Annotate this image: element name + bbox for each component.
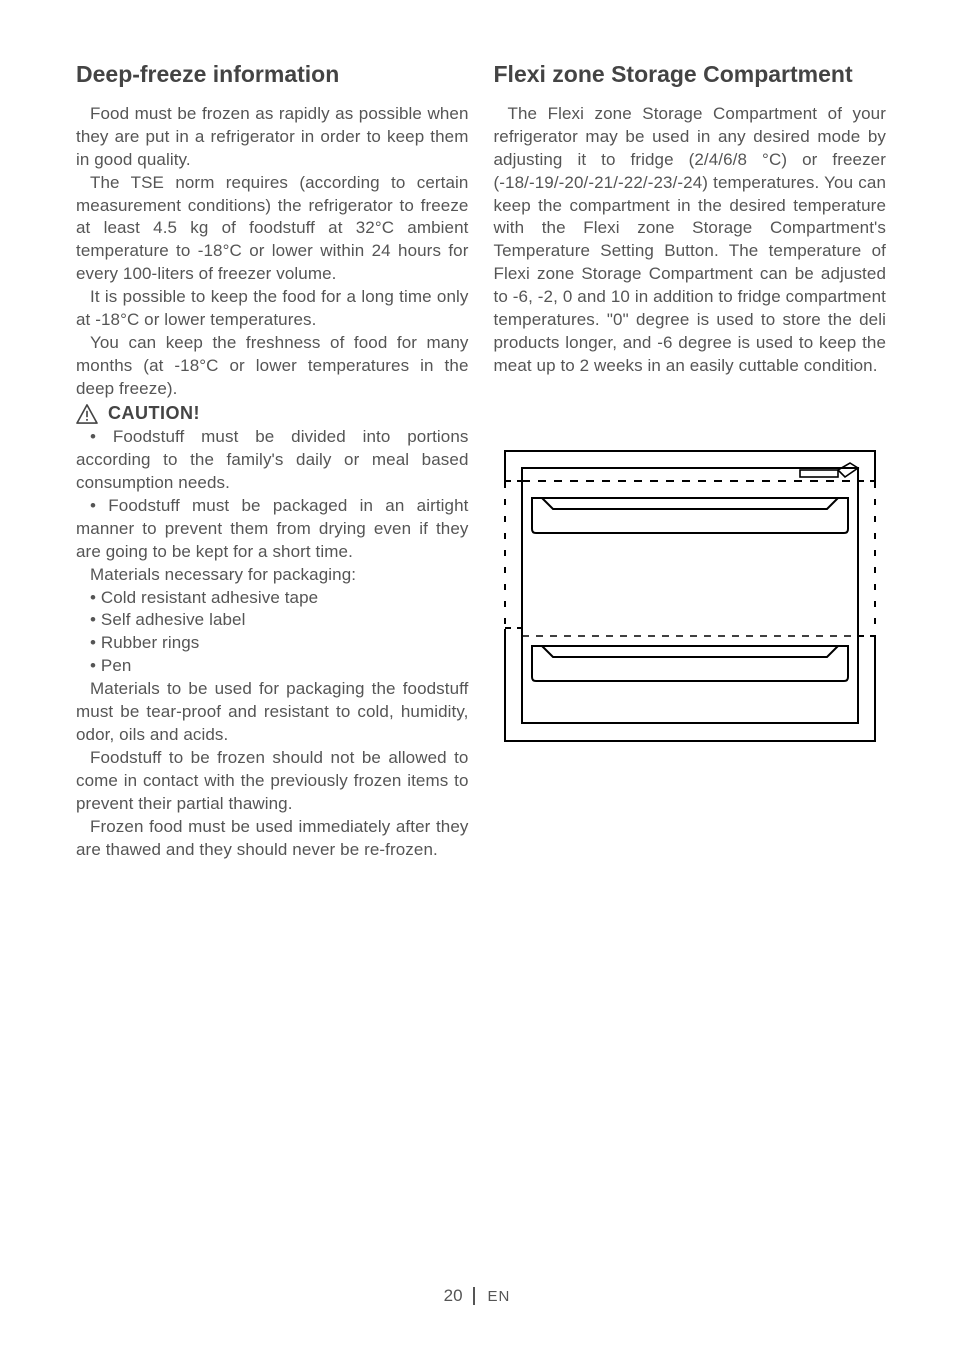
bullet-item: • Cold resistant adhesive tape: [76, 587, 469, 610]
heading-deep-freeze: Deep-freeze information: [76, 60, 469, 89]
paragraph: Materials necessary for packaging:: [76, 564, 469, 587]
bullet-item: • Self adhesive label: [76, 609, 469, 632]
paragraph: Materials to be used for packaging the f…: [76, 678, 469, 747]
paragraph: The Flexi zone Storage Compartment of yo…: [494, 103, 887, 378]
bullet-item: • Rubber rings: [76, 632, 469, 655]
heading-flexi-zone: Flexi zone Storage Compartment: [494, 60, 887, 89]
page: Deep-freeze information Food must be fro…: [0, 0, 954, 902]
paragraph: It is possible to keep the food for a lo…: [76, 286, 469, 332]
bullet-item: • Foodstuff must be packaged in an airti…: [76, 495, 469, 564]
language-code: EN: [488, 1288, 511, 1305]
bullet-item: • Pen: [76, 655, 469, 678]
paragraph: Foodstuff to be frozen should not be all…: [76, 747, 469, 816]
flexi-zone-figure: [494, 436, 887, 746]
page-footer: 20 EN: [0, 1286, 954, 1306]
page-number: 20: [444, 1286, 463, 1305]
paragraph: Frozen food must be used immediately aft…: [76, 816, 469, 862]
paragraph: You can keep the freshness of food for m…: [76, 332, 469, 401]
caution-label: CAUTION!: [108, 403, 200, 424]
right-column: Flexi zone Storage Compartment The Flexi…: [494, 60, 887, 862]
warning-triangle-icon: [76, 404, 98, 424]
paragraph: Food must be frozen as rapidly as possib…: [76, 103, 469, 172]
paragraph: The TSE norm requires (according to cert…: [76, 172, 469, 287]
left-column: Deep-freeze information Food must be fro…: [76, 60, 469, 862]
bullet-item: • Foodstuff must be divided into portion…: [76, 426, 469, 495]
drawer-diagram-icon: [500, 436, 880, 746]
two-column-layout: Deep-freeze information Food must be fro…: [76, 60, 886, 862]
caution-row: CAUTION!: [76, 403, 469, 424]
footer-divider: [473, 1287, 475, 1305]
